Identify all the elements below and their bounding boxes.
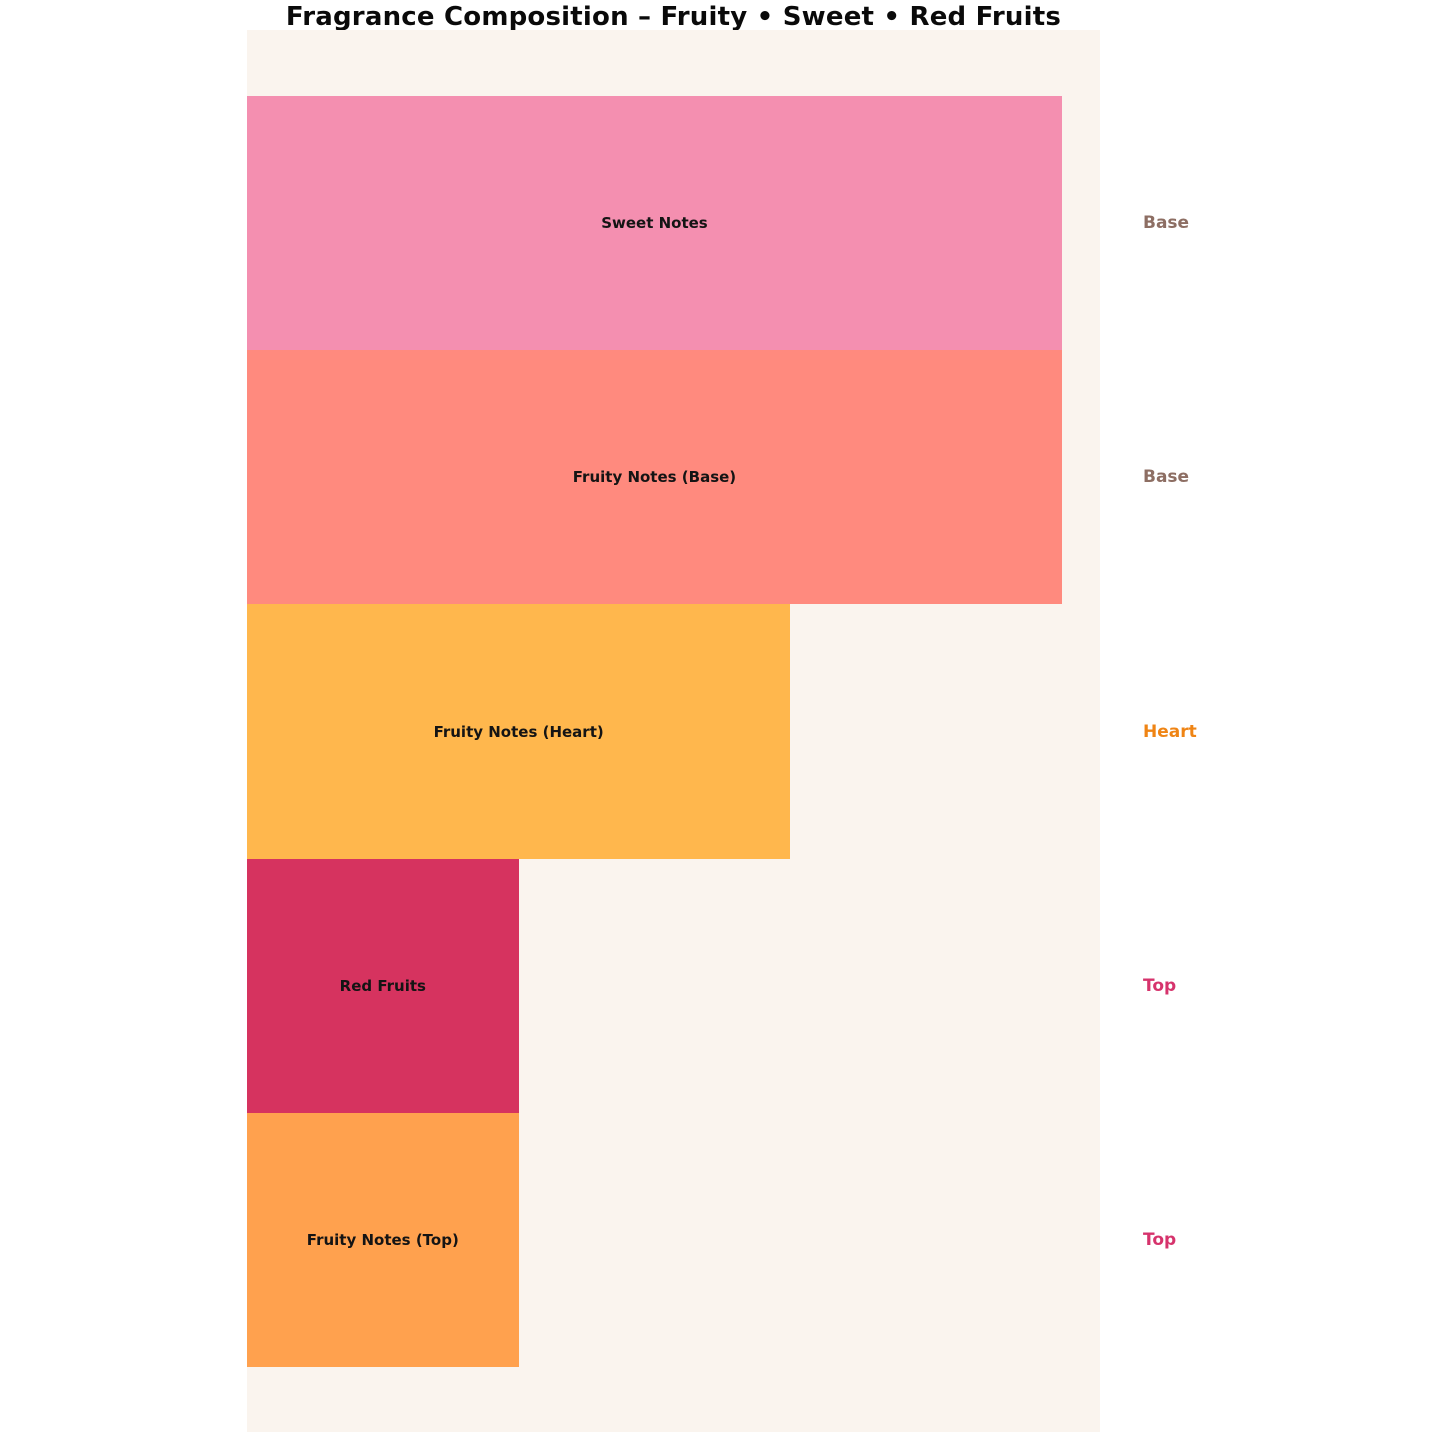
bar-label: Fruity Notes (Base) [572,468,737,487]
bar-label: Red Fruits [339,976,426,995]
bar-fruity-notes-heart: Fruity Notes (Heart) [247,604,791,859]
stage-row-red-fruits: Top [1143,859,1197,1113]
bar-row-fruity-notes-heart: Fruity Notes (Heart) [247,604,1100,859]
bar-label: Fruity Notes (Heart) [433,722,604,741]
stage-label: Top [1143,1229,1177,1250]
bar-label: Sweet Notes [601,214,708,233]
bar-red-fruits: Red Fruits [247,858,519,1113]
stage-labels-column: Base Base Heart Top Top [1143,96,1197,1367]
bar-row-sweet-notes: Sweet Notes [247,96,1100,351]
stage-label: Heart [1143,721,1197,742]
bar-label: Fruity Notes (Top) [306,1230,459,1249]
stage-label: Top [1143,975,1177,996]
bar-fruity-notes-base: Fruity Notes (Base) [247,350,1062,605]
plot-area: Sweet Notes Fruity Notes (Base) Fruity Not… [247,30,1100,1432]
stage-label: Base [1143,467,1190,488]
bar-row-fruity-notes-top: Fruity Notes (Top) [247,1112,1100,1368]
bar-sweet-notes: Sweet Notes [247,96,1062,351]
stage-row-sweet-notes: Base [1143,96,1197,350]
bar-fruity-notes-top: Fruity Notes (Top) [247,1112,519,1368]
stage-row-fruity-notes-top: Top [1143,1113,1197,1367]
stage-label: Base [1143,213,1190,234]
bar-row-red-fruits: Red Fruits [247,858,1100,1113]
bars-container: Sweet Notes Fruity Notes (Base) Fruity Not… [247,96,1100,1368]
stage-row-fruity-notes-base: Base [1143,350,1197,604]
bar-row-fruity-notes-base: Fruity Notes (Base) [247,350,1100,605]
stage-row-fruity-notes-heart: Heart [1143,604,1197,858]
chart-title: Fragrance Composition – Fruity • Sweet •… [285,2,1062,32]
